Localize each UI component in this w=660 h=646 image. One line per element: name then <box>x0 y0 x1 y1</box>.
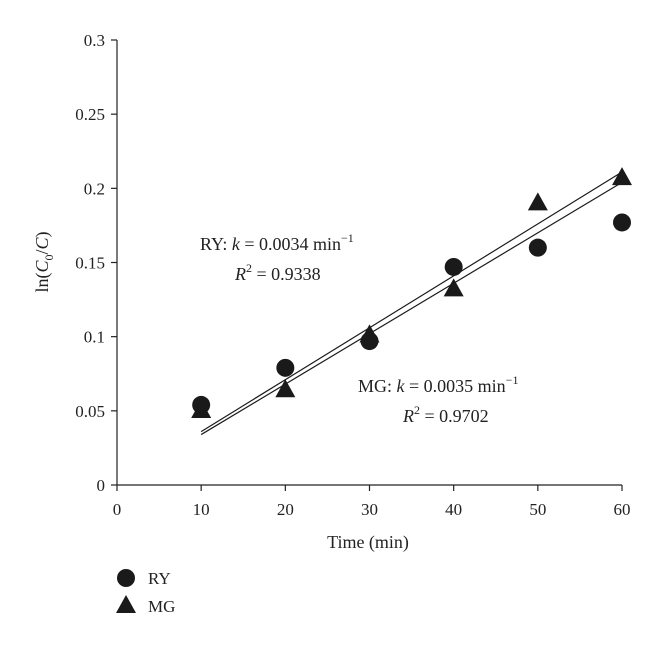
data-point-ry <box>276 358 295 377</box>
data-point-mg <box>527 192 548 211</box>
x-tick-label: 60 <box>614 500 631 519</box>
y-tick-label: 0.25 <box>75 105 105 124</box>
y-tick-label: 0 <box>97 476 106 495</box>
annotation-ry-r2: R2 = 0.9338 <box>234 261 321 284</box>
legend-label-ry: RY <box>148 569 171 588</box>
data-point-mg <box>191 400 212 419</box>
legend-marker-mg <box>116 595 136 613</box>
y-tick-label: 0.2 <box>84 179 105 198</box>
y-axis-label: ln(C0/C) <box>32 231 56 292</box>
legend: RY MG <box>116 569 175 616</box>
x-tick-label: 0 <box>113 500 122 519</box>
data-point-mg <box>443 278 464 297</box>
fit-lines <box>200 171 623 436</box>
x-tick-label: 20 <box>277 500 294 519</box>
axes <box>116 40 622 486</box>
data-point-ry <box>528 238 547 257</box>
data-point-mg <box>612 167 632 186</box>
y-tick-label: 0.1 <box>84 328 105 347</box>
fit-line <box>200 181 623 436</box>
annotation-mg-r2: R2 = 0.9702 <box>402 403 489 426</box>
x-tick-label: 30 <box>361 500 378 519</box>
legend-label-mg: MG <box>148 597 175 616</box>
x-axis-label: Time (min) <box>327 532 409 553</box>
annotation-mg-rate: MG: k = 0.0035 min−1 <box>358 373 518 396</box>
x-tick-label: 50 <box>529 500 546 519</box>
y-tick-label: 0.15 <box>75 254 105 273</box>
y-tick-label: 0.05 <box>75 402 105 421</box>
data-point-mg <box>275 379 296 398</box>
x-tick-label: 10 <box>193 500 210 519</box>
x-tick-label: 40 <box>445 500 462 519</box>
data-point-ry <box>613 213 631 232</box>
annotation-ry-rate: RY: k = 0.0034 min−1 <box>200 231 354 254</box>
ticks: 0 10 20 30 40 50 60 0 0.05 0.1 0.15 0.2 0.25 0.3 <box>75 31 630 519</box>
y-tick-label: 0.3 <box>84 31 105 50</box>
fit-line <box>200 171 623 433</box>
legend-marker-ry <box>117 569 135 587</box>
data-points <box>191 167 632 419</box>
data-point-ry <box>444 257 463 276</box>
data-point-mg <box>359 324 380 343</box>
